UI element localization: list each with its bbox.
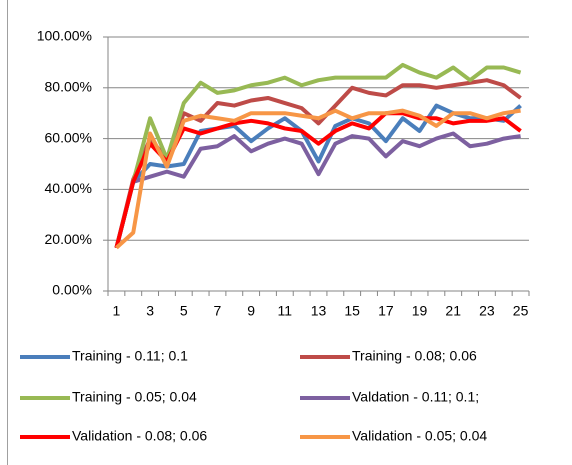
legend-label: Training - 0.08; 0.06 bbox=[352, 348, 477, 364]
x-tick-label: 1 bbox=[113, 303, 121, 319]
x-tick-label: 21 bbox=[445, 303, 461, 319]
legend-label: Training - 0.11; 0.1 bbox=[72, 348, 188, 364]
series-line bbox=[114, 131, 521, 249]
legend-label: Training - 0.05; 0.04 bbox=[72, 389, 197, 405]
y-tick-label: 100.00% bbox=[37, 28, 92, 44]
series-line bbox=[114, 111, 522, 249]
x-tick-label: 15 bbox=[344, 303, 360, 319]
x-tick-label: 13 bbox=[311, 303, 327, 319]
series-line bbox=[114, 78, 522, 249]
y-tick-label: 20.00% bbox=[45, 231, 92, 247]
x-tick-label: 19 bbox=[412, 303, 428, 319]
y-tick-label: 0.00% bbox=[52, 282, 92, 298]
series-line bbox=[115, 108, 521, 250]
legend-label: Valdation - 0.11; 0.1; bbox=[352, 389, 479, 405]
legend-label: Validation - 0.05; 0.04 bbox=[352, 428, 487, 444]
y-tick-label: 40.00% bbox=[45, 180, 92, 196]
x-tick-label: 25 bbox=[513, 303, 529, 319]
x-tick-label: 7 bbox=[214, 303, 222, 319]
x-tick-label: 11 bbox=[278, 303, 293, 319]
y-tick-label: 60.00% bbox=[45, 129, 92, 145]
legend-label: Validation - 0.08; 0.06 bbox=[72, 428, 207, 444]
x-tick-label: 9 bbox=[247, 303, 255, 319]
series-line bbox=[114, 62, 522, 249]
y-tick-label: 80.00% bbox=[45, 79, 92, 95]
x-tick-label: 17 bbox=[378, 303, 394, 319]
x-tick-label: 5 bbox=[180, 303, 188, 319]
x-tick-label: 3 bbox=[146, 303, 154, 319]
x-tick-label: 23 bbox=[479, 303, 495, 319]
